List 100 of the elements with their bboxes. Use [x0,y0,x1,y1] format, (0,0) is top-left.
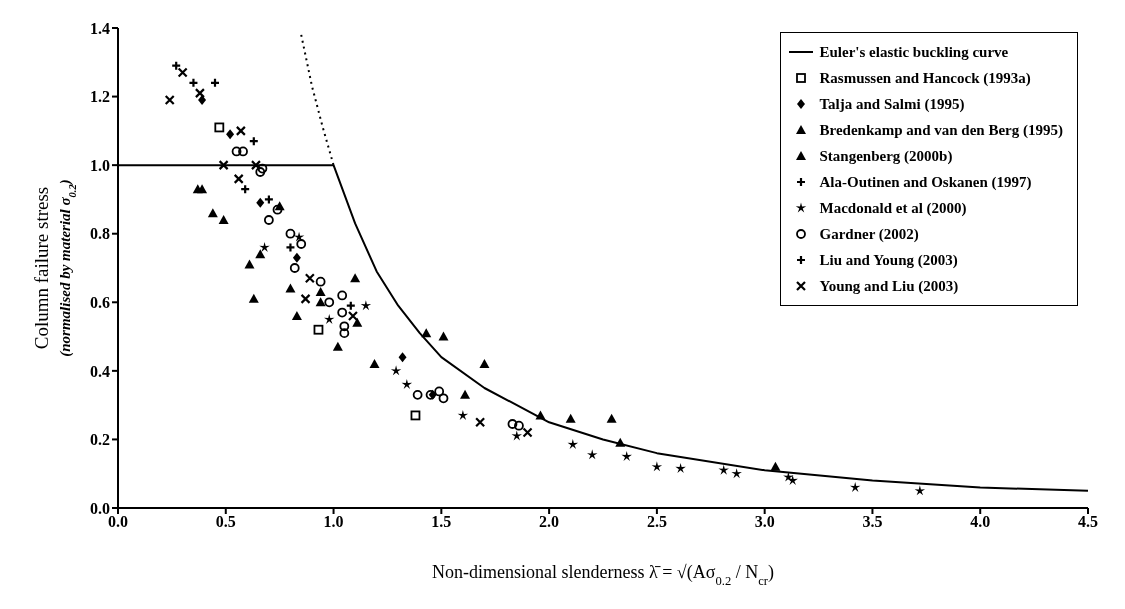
x-tick-label: 2.0 [539,513,560,531]
point [291,311,302,320]
point [412,389,423,400]
point [289,263,300,273]
point [457,409,469,420]
point [248,293,259,303]
y-tick-label: 0.4 [90,362,110,380]
legend-label: Macdonald et al (2000) [819,199,967,217]
point [770,461,781,471]
point [514,420,524,431]
legend-label: Liu and Young (2003) [819,251,958,269]
point [300,293,311,304]
point [304,273,315,284]
point [337,307,348,318]
legend-label: Rasmussen and Hancock (1993a) [819,69,1031,87]
point [233,173,244,184]
point [398,352,407,363]
x-tick-label: 4.0 [970,513,991,531]
point [315,276,326,287]
legend-label: Euler's elastic buckling curve [819,43,1009,61]
point [292,252,301,263]
point [313,324,324,335]
point [507,419,518,429]
x-tick-label: 3.0 [754,513,775,531]
y-tick-label: 0.6 [90,293,110,311]
point [606,413,617,423]
y-tick-label: 0.0 [90,499,110,517]
x-tick-label: 3.5 [862,513,883,531]
point [438,331,449,341]
point [479,359,490,368]
point [390,365,402,376]
point [475,417,486,428]
x-axis-title: Non-dimensional slenderness λ̄ = √(Aσ$_{0.2}$ / N$_{cr}$) [432,562,774,588]
point [296,239,307,249]
x-tick-label: 1.0 [323,513,344,531]
point [255,249,266,259]
point [214,122,225,133]
y-tick-label: 1.0 [90,156,110,174]
point [332,341,343,351]
legend-label: Talja and Salmi (1995) [819,95,965,113]
point [238,146,248,157]
point [434,386,445,397]
y-tick-label: 1.4 [90,19,110,37]
point [198,95,207,105]
point [615,437,626,447]
point [226,129,235,140]
legend-label: Ala-Outinen and Oskanen (1997) [819,173,1032,191]
point [337,290,348,301]
point [849,481,861,492]
x-tick-label: 0.0 [108,513,128,531]
point [731,468,742,479]
point [621,451,632,462]
point [263,215,274,225]
y-tick-label: 0.2 [90,431,110,449]
point [914,485,926,496]
point [410,410,421,421]
point [421,328,432,338]
legend-label: Bredenkamp and van den Berg (1995) [819,121,1063,139]
point [315,287,326,296]
point [535,410,546,420]
legend-label: Stangenberg (2000b) [819,147,953,165]
point [401,379,413,390]
point [586,449,598,460]
point [460,389,471,399]
point [787,475,798,486]
point [256,197,265,208]
point [522,427,533,438]
point [285,283,296,293]
legend-label: Gardner (2002) [819,225,919,243]
point [324,313,335,324]
point [315,297,326,307]
point [339,328,350,339]
point [255,167,266,177]
point [718,464,729,475]
y-tick-label: 0.8 [90,225,110,243]
point [218,215,229,224]
point [285,228,296,239]
point [197,184,208,194]
point [369,359,380,368]
point [207,208,218,218]
point [350,273,361,283]
x-tick-label: 4.5 [1078,513,1098,531]
x-tick-label: 1.5 [431,513,452,531]
point [567,439,579,450]
point [360,300,372,311]
point [324,297,335,308]
point [511,430,523,441]
point [244,259,255,269]
point [235,125,246,136]
point [164,94,175,106]
point [231,146,242,157]
point [675,463,686,474]
x-tick-label: 2.5 [646,513,667,531]
point [259,241,270,252]
point [438,393,449,404]
point [565,413,576,423]
y-tick-label: 1.2 [90,88,110,106]
point [352,317,363,327]
x-tick-label: 0.5 [215,513,236,531]
point [339,321,350,332]
